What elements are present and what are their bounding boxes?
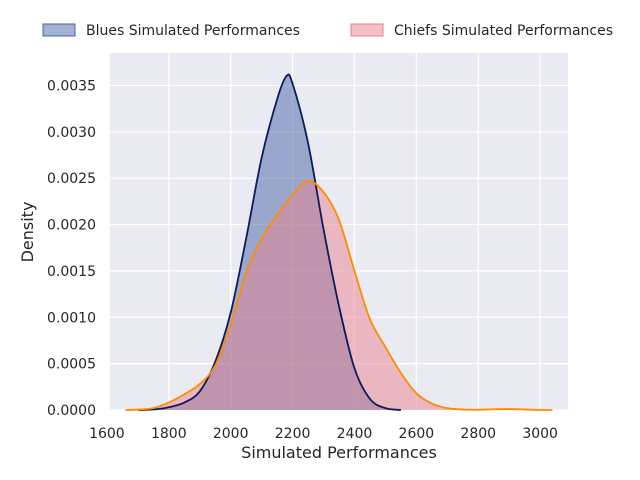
legend: Blues Simulated Performances Chiefs Simul… — [42, 23, 613, 39]
series-0-density-line — [137, 73, 401, 411]
y-tick-label: 0.0010 — [47, 310, 96, 326]
y-axis-label: Density — [18, 202, 37, 263]
x-tick-label: 2400 — [337, 426, 373, 442]
x-tick-label: 1800 — [151, 426, 187, 442]
legend-label: Chiefs Simulated Performances — [394, 23, 613, 39]
y-tick-label: 0.0020 — [47, 218, 96, 234]
y-tick-label: 0.0035 — [47, 78, 96, 94]
x-tick-label: 2200 — [275, 426, 311, 442]
y-tick-label: 0.0025 — [47, 171, 96, 187]
y-tick-label: 0.0000 — [47, 403, 96, 419]
density-lines — [125, 73, 553, 411]
x-tick-label: 2000 — [213, 426, 249, 442]
legend-swatch — [42, 23, 76, 37]
x-tick-label: 3000 — [522, 426, 558, 442]
y-axis-ticks: 0.0000 0.0005 0.0010 0.0015 0.0020 0.0025 0.00… — [47, 78, 96, 419]
y-tick-label: 0.0005 — [47, 357, 96, 373]
x-tick-label: 2800 — [460, 426, 496, 442]
x-axis-label: Simulated Performances — [241, 443, 437, 462]
legend-label: Blues Simulated Performances — [86, 23, 300, 39]
y-tick-label: 0.0015 — [47, 264, 96, 280]
legend-swatch — [350, 23, 384, 37]
series-1-density-area — [125, 180, 553, 411]
x-tick-label: 1600 — [89, 426, 125, 442]
x-axis-ticks: 1600 1800 2000 2200 2400 2600 2800 3000 — [89, 426, 558, 442]
density-areas — [125, 74, 553, 411]
series-1-density-line — [125, 180, 553, 411]
x-tick-label: 2600 — [399, 426, 435, 442]
y-tick-label: 0.0030 — [47, 125, 96, 141]
